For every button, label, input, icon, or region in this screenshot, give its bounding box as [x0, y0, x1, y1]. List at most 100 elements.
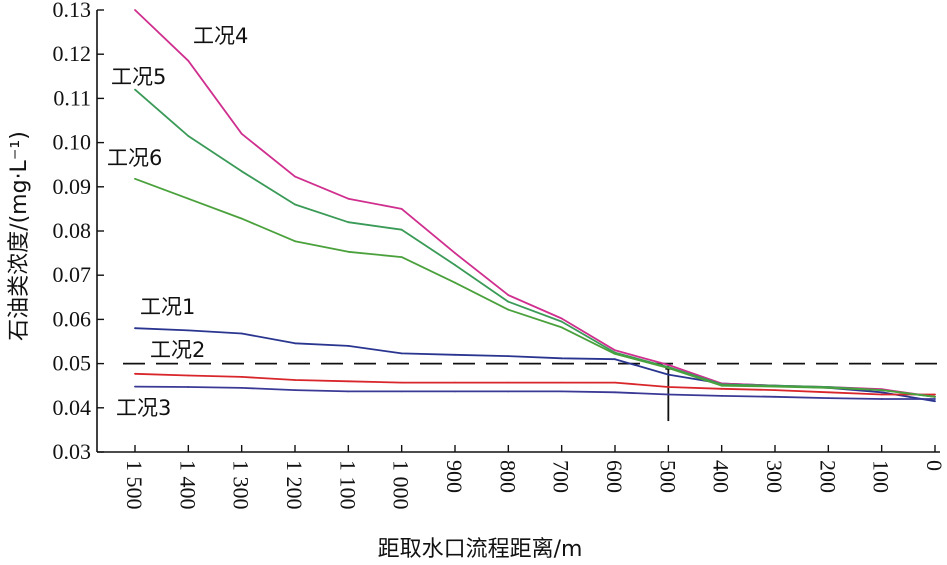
- series-1-point: [934, 400, 936, 403]
- series-5-point: [400, 228, 403, 231]
- series-6-point: [507, 308, 510, 311]
- series-4-point: [240, 132, 243, 135]
- series-1-point: [187, 329, 190, 332]
- series-6-point: [827, 387, 830, 389]
- series-2-point: [507, 381, 510, 384]
- series-6-point: [880, 389, 883, 391]
- series-2-point: [240, 376, 243, 378]
- y-tick-label: 0.11: [53, 85, 91, 110]
- series-5-point: [134, 88, 136, 91]
- series-label-6: 工况6: [107, 146, 162, 170]
- series-line-4: [134, 9, 936, 398]
- series-3-point: [720, 395, 723, 397]
- series-line-1: [134, 327, 936, 403]
- series-1-point: [507, 355, 510, 357]
- series-2-point: [774, 389, 776, 391]
- series-3-point: [560, 390, 563, 393]
- x-tick-label: 900: [442, 460, 467, 493]
- series-2-point: [187, 374, 190, 377]
- x-tick-label: 1 200: [282, 460, 307, 510]
- y-tick-label: 0.04: [53, 395, 92, 420]
- series-5-point: [187, 135, 190, 137]
- series-4-point: [454, 252, 456, 255]
- series-1-point: [667, 373, 670, 376]
- series-4-point: [134, 9, 136, 11]
- series-6-point: [400, 256, 403, 258]
- series-3-point: [187, 386, 190, 388]
- y-tick-label: 0.07: [53, 262, 92, 287]
- series-line-5: [134, 88, 936, 398]
- series-5-point: [454, 264, 456, 266]
- series-2-point: [560, 381, 563, 384]
- series-2-point: [347, 380, 350, 383]
- series-1-point: [454, 353, 456, 356]
- series-6-point: [774, 385, 776, 388]
- series-labels: 工况1 工况2 工况3 工况4 工况5 工况6: [107, 24, 248, 420]
- series-lines: [134, 9, 936, 403]
- series-3-point: [880, 398, 883, 400]
- series-5-point: [560, 320, 563, 323]
- series-6-point: [614, 353, 616, 355]
- series-3-point: [827, 397, 830, 399]
- series-line-2: [134, 372, 935, 396]
- series-5-point: [240, 170, 243, 173]
- series-label-2: 工况2: [150, 338, 205, 362]
- series-2-point: [400, 381, 403, 384]
- series-4-point: [667, 364, 670, 366]
- x-tick-label: 600: [602, 460, 627, 493]
- series-6-point: [560, 326, 563, 329]
- series-5-point: [507, 300, 510, 303]
- series-1-point: [134, 327, 136, 330]
- series-2-point: [880, 393, 883, 396]
- series-1-point: [240, 332, 243, 335]
- series-6-point: [294, 240, 296, 243]
- x-tick-label: 0: [922, 460, 947, 471]
- series-6-point: [720, 384, 723, 387]
- x-tick-label: 1 100: [335, 460, 360, 510]
- y-tick-label: 0.12: [53, 41, 92, 66]
- series-6-point: [667, 367, 670, 369]
- series-2-point: [667, 386, 670, 388]
- series-6-point: [934, 395, 936, 398]
- series-3-point: [614, 391, 616, 394]
- x-tick-label: 800: [495, 460, 520, 493]
- x-tick-label: 1 400: [175, 460, 200, 510]
- series-label-3: 工况3: [116, 396, 171, 420]
- series-2-point: [720, 387, 723, 390]
- series-6-point: [347, 250, 350, 253]
- series-2-point: [614, 381, 616, 384]
- series-3-point: [134, 385, 136, 388]
- series-4-point: [614, 349, 616, 352]
- series-1-point: [880, 391, 883, 394]
- series-5-point: [347, 221, 350, 224]
- series-3-point: [667, 393, 670, 396]
- series-2-point: [294, 379, 296, 381]
- x-tick-label: 1 500: [122, 460, 147, 510]
- series-1-point: [614, 358, 616, 361]
- series-4-point: [347, 197, 350, 200]
- series-2-point: [827, 391, 830, 394]
- y-tick-label: 0.03: [53, 439, 92, 464]
- series-3-point: [240, 387, 243, 389]
- series-4-point: [400, 208, 403, 210]
- y-tick-label: 0.08: [53, 218, 92, 243]
- series-4-point: [187, 59, 190, 62]
- series-label-4: 工况4: [193, 24, 248, 48]
- axes: 0.03 0.04 0.05 0.06 0.07 0.08 0.09 0.10 0.11 0.12…: [53, 0, 947, 510]
- series-1-point: [347, 345, 350, 347]
- series-3-point: [400, 390, 403, 393]
- series-6-point: [240, 217, 243, 220]
- series-3-point: [347, 390, 350, 393]
- x-tick-label: 500: [655, 460, 680, 493]
- series-label-5: 工况5: [111, 65, 166, 89]
- series-4-point: [507, 294, 510, 296]
- series-1-point: [400, 352, 403, 355]
- x-tick-label: 1 000: [389, 460, 414, 510]
- series-6-point: [454, 281, 456, 284]
- series-6-point: [134, 177, 136, 180]
- x-tick-label: 400: [709, 460, 734, 493]
- series-6-point: [187, 197, 190, 200]
- series-3-point: [507, 390, 510, 393]
